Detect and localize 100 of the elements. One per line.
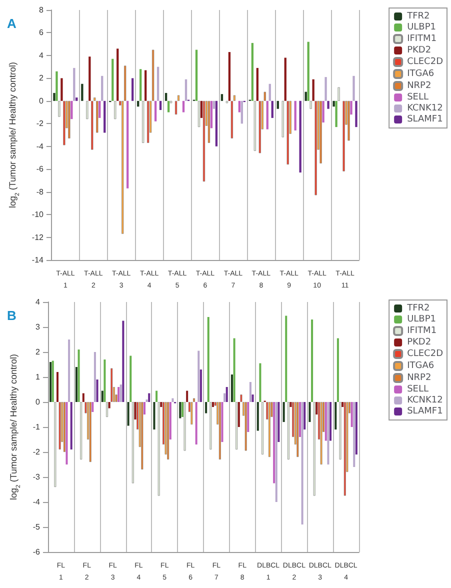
bar [238, 402, 240, 427]
legend-label: ULBP1 [407, 22, 436, 32]
legend-label: SELL [407, 92, 429, 102]
bar [238, 100, 241, 112]
bar [137, 100, 140, 107]
bar [249, 382, 252, 402]
y-tick-label: 6 [39, 28, 44, 38]
bar [131, 78, 134, 101]
y-tick-label: -4 [32, 498, 41, 506]
legend-label: KCNK12 [407, 396, 443, 406]
bar [205, 402, 208, 414]
chart-title: B [7, 308, 16, 323]
legend-label: ITGA6 [407, 69, 434, 79]
bar [182, 100, 185, 112]
bar [276, 100, 279, 109]
bar [275, 402, 278, 502]
bar [186, 390, 188, 402]
bar [324, 402, 327, 441]
bar [334, 402, 337, 430]
bar [53, 92, 56, 101]
bar [256, 68, 258, 101]
bar [290, 402, 292, 407]
bar [108, 402, 110, 408]
bar [210, 100, 213, 128]
legend-label: ITGA6 [407, 361, 434, 371]
bar [355, 100, 358, 128]
bar [308, 402, 311, 422]
bar [70, 402, 72, 450]
legend-label: CLEC2D [407, 57, 444, 67]
bar [221, 402, 224, 442]
bar [88, 56, 91, 101]
bar [327, 402, 330, 464]
bar [350, 100, 352, 115]
bar [56, 372, 58, 402]
legend-label: NRP2 [407, 81, 432, 91]
bar [195, 402, 198, 444]
bar [299, 100, 302, 172]
y-tick-label: -12 [32, 232, 44, 242]
bar [184, 79, 188, 101]
text: A [7, 16, 17, 31]
y-tick-label: 4 [39, 50, 44, 60]
legend-label: SLAMF1 [407, 114, 443, 124]
bar [282, 402, 285, 422]
legend-label: SLAMF1 [407, 406, 443, 416]
bar [273, 402, 276, 484]
legend-label: TFR2 [406, 12, 430, 22]
bar [92, 402, 94, 412]
y-tick-label: -5 [32, 522, 41, 532]
bar [104, 360, 106, 402]
bar [212, 402, 214, 407]
bar [332, 100, 335, 107]
bar [353, 402, 356, 467]
bar [224, 393, 226, 402]
bar [122, 320, 124, 402]
y-tick-label: -8 [36, 187, 44, 196]
bar [134, 402, 136, 420]
legend-label: CLEC2D [407, 349, 444, 359]
bar [75, 367, 78, 402]
bar [56, 71, 58, 101]
bar [143, 402, 146, 414]
y-tick-label: 0 [39, 96, 44, 106]
bar [322, 100, 324, 122]
bar [230, 374, 233, 402]
bar [215, 100, 218, 146]
y-tick-label: -2 [32, 448, 41, 456]
bar [120, 384, 122, 402]
bar [240, 100, 243, 124]
legend-label: PKD2 [407, 338, 432, 348]
bar [256, 402, 259, 431]
y-tick-label: -14 [32, 256, 44, 264]
y-tick-label: -1 [32, 422, 41, 432]
bar [352, 76, 355, 101]
y-tick-label: -10 [32, 210, 44, 220]
bar [96, 380, 98, 402]
bar [94, 352, 96, 402]
bar [172, 398, 174, 402]
bar [342, 402, 344, 407]
bar [298, 402, 301, 437]
bar [130, 356, 132, 402]
bar [101, 390, 104, 402]
y-tick-label: 2 [39, 74, 44, 83]
bar [252, 394, 254, 402]
y-tick-label: 8 [39, 6, 44, 14]
y-tick-label: -4 [36, 142, 44, 151]
bar [159, 100, 162, 110]
bar [154, 100, 157, 122]
legend-label: TFR2 [406, 304, 430, 314]
bar [104, 100, 106, 133]
bar [164, 92, 168, 101]
bar [167, 100, 170, 112]
y-tick-label: 0 [36, 398, 41, 406]
legend-label: PKD2 [407, 46, 432, 56]
bar [112, 58, 114, 101]
y-tick-label: -6 [32, 548, 41, 556]
bar [350, 402, 353, 427]
legend-label: SELL [407, 384, 429, 394]
bar [259, 363, 262, 402]
bar [160, 402, 162, 407]
legend-label: IFITM1 [407, 326, 437, 336]
bar [327, 100, 330, 109]
